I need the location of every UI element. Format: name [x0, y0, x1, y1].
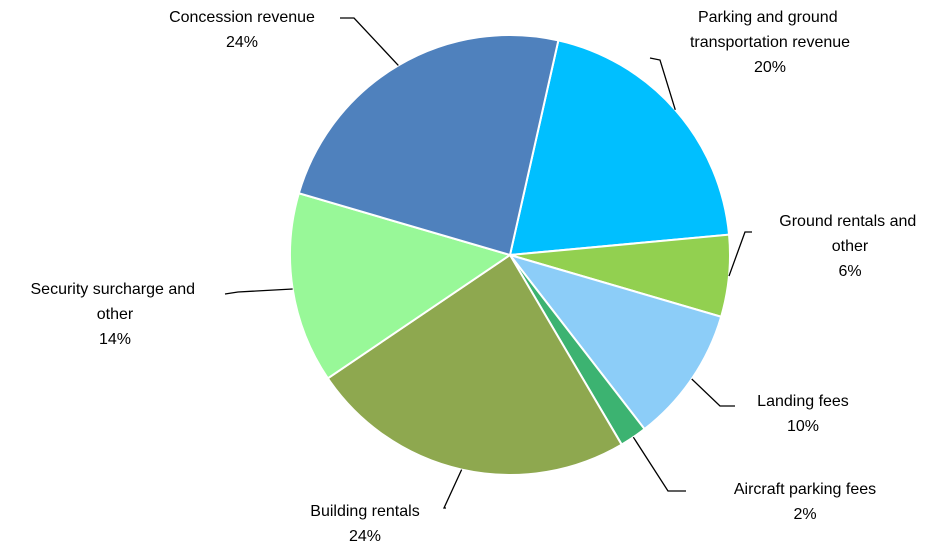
pie-slice	[326, 253, 624, 476]
label-line: Parking and ground	[698, 9, 842, 26]
label-line: other	[832, 238, 869, 255]
value-label: 24%	[349, 528, 381, 544]
pie-slice	[297, 34, 560, 257]
value-label: 20%	[754, 59, 786, 76]
value-label: 6%	[838, 263, 861, 280]
leader-line	[224, 288, 293, 295]
leader-line	[728, 231, 752, 277]
label-line: transportation revenue	[690, 34, 850, 51]
leader-line	[340, 17, 399, 66]
slice-label: Security surcharge and other	[31, 281, 200, 323]
leader-line	[442, 469, 463, 509]
label-line: Landing fees	[757, 393, 849, 410]
label-line: Building rentals	[310, 503, 419, 520]
slice-label: Parking and ground transportation revenu…	[690, 9, 850, 51]
label-line: Aircraft parking fees	[734, 481, 876, 498]
slice-label: Building rentals	[310, 503, 419, 520]
value-label: 10%	[787, 418, 819, 435]
value-label: 2%	[793, 506, 816, 523]
slice-label: Concession revenue	[169, 9, 315, 26]
label-line: Security surcharge and	[31, 281, 200, 298]
value-label: 14%	[99, 331, 131, 348]
slice-label: Landing fees	[757, 393, 849, 410]
leader-line	[691, 378, 735, 407]
label-line: Ground rentals and	[779, 213, 920, 230]
pie-slice	[507, 253, 723, 431]
label-line: other	[97, 306, 134, 323]
label-line: Concession revenue	[169, 9, 315, 26]
slice-label: Aircraft parking fees	[734, 481, 876, 498]
leader-line	[649, 57, 676, 110]
leader-line	[632, 436, 686, 492]
value-label: 24%	[226, 34, 258, 51]
pie-slice	[508, 39, 731, 257]
slice-label: Ground rentals and other	[779, 213, 920, 255]
